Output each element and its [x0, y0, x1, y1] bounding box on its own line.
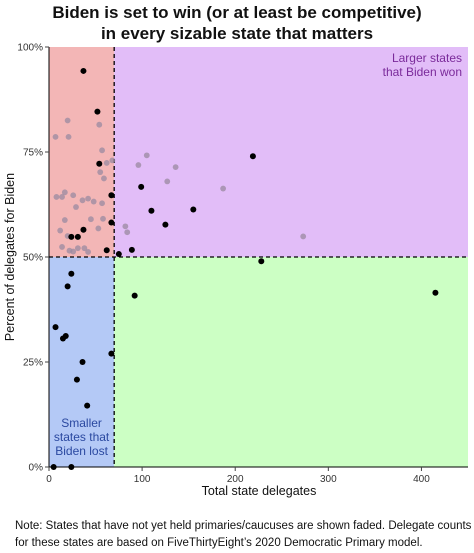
data-point-faded	[70, 248, 77, 255]
data-point	[80, 226, 87, 233]
data-point-faded	[220, 185, 227, 192]
data-point-faded	[73, 204, 79, 210]
data-point	[258, 258, 265, 265]
region-label-top-right: that Biden won	[383, 65, 462, 79]
region-label-bottom-left: states that	[54, 430, 110, 444]
data-point	[103, 247, 110, 254]
chart-title-line-2: in every sizable state that matters	[100, 24, 374, 43]
axes: 0% 25% 50% 75% 100% 0 100 200 300 400	[17, 43, 468, 485]
data-point-faded	[109, 157, 116, 164]
y-tick-label: 50%	[23, 253, 43, 264]
data-point	[115, 251, 122, 258]
chart-title-line-1: Biden is set to win (or at least be comp…	[52, 3, 422, 22]
data-point	[148, 207, 155, 214]
data-point-faded	[95, 225, 102, 232]
x-axis-label: Total state delegates	[202, 484, 317, 498]
data-point	[138, 183, 145, 190]
data-point-faded	[85, 249, 92, 255]
quadrant-regions	[49, 47, 468, 467]
x-tick-label: 400	[413, 474, 430, 485]
data-point-faded	[99, 147, 105, 154]
footnote-line-2: for these states are based on FiveThirty…	[15, 537, 423, 549]
data-point	[68, 464, 75, 470]
data-point	[74, 233, 81, 240]
data-point-faded	[164, 178, 171, 185]
region-label-bottom-left: Biden lost	[55, 444, 108, 458]
data-points	[50, 67, 439, 470]
x-tick-label: 0	[46, 474, 52, 485]
y-axis-label: Percent of delegates for Biden	[3, 173, 17, 341]
data-point-faded	[122, 223, 129, 230]
data-point	[432, 289, 439, 296]
data-point-faded	[52, 133, 59, 140]
data-point-faded	[103, 160, 110, 166]
data-point	[108, 219, 115, 226]
y-tick-label: 75%	[23, 148, 43, 159]
y-tick-label: 25%	[23, 358, 43, 369]
y-tick-label: 0%	[29, 463, 44, 474]
region-top-right	[114, 47, 468, 257]
data-point	[50, 464, 57, 470]
data-point	[128, 246, 135, 253]
data-point	[80, 67, 87, 74]
data-point-faded	[100, 215, 106, 222]
data-point-faded	[65, 133, 72, 140]
data-point-faded	[90, 198, 97, 205]
data-point-faded	[79, 197, 86, 204]
chart-title: Biden is set to win (or at least be comp…	[0, 2, 474, 44]
data-point-faded	[172, 164, 179, 171]
data-point	[131, 292, 138, 299]
data-point-faded	[74, 245, 81, 252]
data-point	[94, 108, 101, 115]
data-point	[108, 350, 115, 357]
data-point-faded	[99, 200, 105, 207]
region-label-bottom-left: Smaller	[61, 416, 102, 430]
data-point-faded	[85, 195, 92, 202]
data-point-faded	[70, 192, 77, 199]
data-point-faded	[64, 117, 71, 124]
region-bottom-right	[114, 257, 468, 467]
x-tick-label: 200	[227, 474, 244, 485]
data-point	[68, 270, 75, 277]
data-point-faded	[88, 216, 94, 223]
data-point-faded	[124, 229, 131, 236]
footnote: Note: States that have not yet held prim…	[15, 518, 472, 552]
threshold-lines	[49, 47, 468, 467]
data-point-faded	[61, 217, 68, 223]
data-point-faded	[81, 245, 88, 252]
data-point-faded	[101, 175, 107, 182]
data-point-faded	[61, 189, 68, 196]
y-tick-label: 100%	[17, 43, 43, 54]
data-point-faded	[300, 233, 307, 240]
data-point-faded	[59, 194, 65, 200]
data-point-faded	[97, 169, 104, 176]
data-point	[108, 192, 115, 199]
data-point	[73, 376, 80, 383]
data-point	[79, 359, 86, 365]
region-label-top-right: Larger states	[392, 51, 462, 65]
footnote-line-1: Note: States that have not yet held prim…	[15, 520, 472, 532]
data-point	[190, 206, 197, 213]
data-point	[68, 233, 75, 240]
x-tick-label: 300	[320, 474, 337, 485]
data-point-faded	[135, 162, 142, 168]
data-point	[62, 332, 69, 339]
data-point-faded	[96, 121, 103, 128]
data-point-faded	[53, 194, 60, 200]
data-point-faded	[143, 152, 150, 159]
data-point-faded	[57, 227, 64, 234]
data-point	[64, 283, 71, 290]
data-point	[249, 153, 256, 160]
data-point	[52, 324, 59, 331]
x-tick-label: 100	[134, 474, 151, 485]
data-point	[96, 160, 103, 167]
data-point	[162, 221, 169, 228]
data-point	[84, 402, 91, 409]
data-point-faded	[59, 244, 65, 250]
